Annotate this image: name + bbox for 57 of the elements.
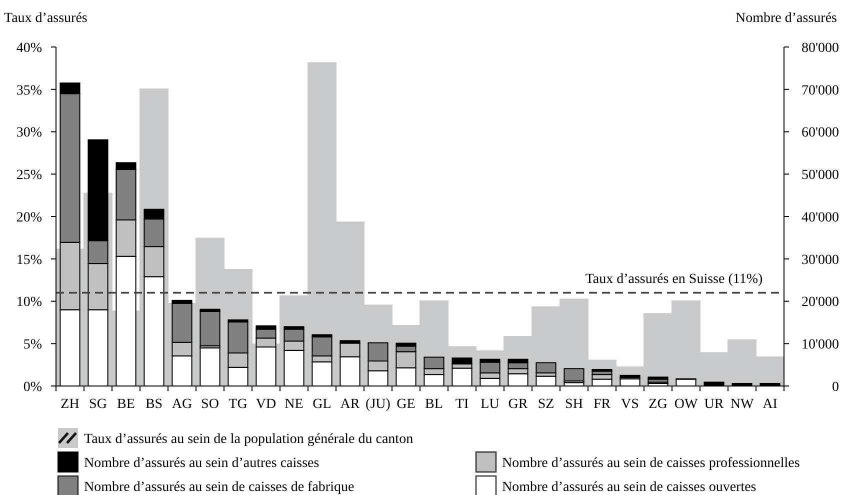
x-tick-label: ZH (60, 397, 80, 412)
legend-label: Taux d’assurés au sein de la population générale du canton (84, 432, 414, 447)
x-tick-label: SH (565, 397, 583, 412)
x-tick-label: (JU) (366, 397, 391, 412)
x-tick-label: SZ (538, 397, 554, 412)
legend-label: Nombre d’assurés au sein de caisses professionnelles (502, 456, 800, 471)
bar (536, 362, 556, 374)
legend-label: Nombre d’assurés au sein d’autres caisses (84, 456, 320, 471)
x-tick-label: BE (117, 397, 135, 412)
y-tick-label: 20% (16, 210, 42, 226)
x-tick-label: AI (762, 397, 778, 412)
x-tick-label: NW (730, 397, 754, 412)
y2-tick-label: 80'000 (801, 40, 839, 56)
x-tick-label: AR (340, 397, 360, 412)
x-tick-label: OW (674, 397, 698, 412)
bar (648, 376, 668, 380)
y-tick-label: 25% (16, 168, 42, 184)
y2-tick-label: 30'000 (801, 252, 839, 268)
y2-tick-label: 40'000 (801, 210, 839, 226)
bar (564, 368, 584, 382)
x-tick-label: BS (145, 397, 163, 412)
y-tick-label: 35% (16, 83, 42, 98)
y2-tick-label: 60'000 (801, 126, 839, 141)
legend-label: Nombre d’assurés au sein de caisses ouvertes (502, 480, 756, 495)
y-tick-label: 0% (23, 380, 42, 395)
y-tick-label: 10% (16, 295, 42, 310)
x-tick-label: SO (201, 397, 219, 412)
x-tick-label: UR (704, 397, 724, 412)
y-tick-label: 30% (16, 126, 42, 141)
x-tick-label: FR (593, 397, 612, 412)
x-tick-label: VS (621, 397, 639, 412)
y-tick-label: 15% (16, 252, 42, 268)
y2-tick-label: 10'000 (801, 338, 839, 353)
x-tick-label: GR (508, 397, 528, 412)
y2-tick-label: 50'000 (801, 168, 839, 184)
ref-line-label: Taux d’assurés en Suisse (11%) (585, 272, 764, 287)
y2-tick-label: 70'000 (801, 83, 839, 98)
y2-tick-label: 20'000 (801, 295, 839, 310)
x-tick-label: GL (312, 397, 332, 412)
x-tick-label: TI (455, 397, 469, 412)
x-tick-label: BL (425, 397, 443, 412)
y-tick-label: 5% (23, 338, 42, 353)
bar (452, 358, 472, 364)
x-tick-label: AG (172, 397, 192, 412)
y2-tick-label: 0 (832, 380, 839, 395)
x-tick-label: LU (480, 397, 500, 412)
y-tick-label: 40% (16, 40, 42, 56)
bar (200, 310, 220, 346)
x-tick-label: SG (89, 397, 107, 412)
x-tick-label: GE (396, 397, 416, 412)
x-tick-label: NE (284, 397, 304, 412)
y-axis-title: Taux d’assurés (4, 11, 88, 26)
legend-label: Nombre d’assurés au sein de caisses de fabrique (84, 480, 354, 495)
x-tick-label: TG (228, 397, 248, 412)
x-tick-label: VD (256, 397, 276, 412)
x-tick-label: ZG (648, 397, 668, 412)
y2-axis-title: Nombre d’assurés (736, 11, 837, 26)
